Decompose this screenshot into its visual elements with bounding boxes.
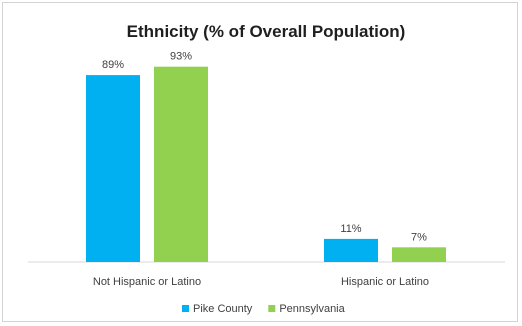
data-label-pennsylvania-not-hispanic-or-latino: 93% [170, 51, 192, 63]
category-label-hispanic-or-latino: Hispanic or Latino [341, 276, 429, 288]
chart-title: Ethnicity (% of Overall Population) [127, 22, 406, 41]
legend-swatch-pennsylvania [268, 305, 276, 312]
category-label-not-hispanic-or-latino: Not Hispanic or Latino [93, 276, 201, 288]
data-label-pike-county-hispanic-or-latino: 11% [340, 223, 361, 235]
bar-pike-county-not-hispanic-or-latino [86, 75, 140, 262]
data-label-pike-county-not-hispanic-or-latino: 89% [102, 59, 124, 71]
bar-pennsylvania-not-hispanic-or-latino [154, 66, 208, 262]
legend-label-pike-county: Pike County [193, 303, 253, 315]
bar-pennsylvania-hispanic-or-latino [392, 247, 446, 262]
legend-swatch-pike-county [182, 305, 189, 312]
legend-label-pennsylvania: Pennsylvania [279, 303, 345, 315]
bar-pike-county-hispanic-or-latino [324, 238, 378, 262]
data-label-pennsylvania-hispanic-or-latino: 7% [411, 231, 427, 243]
